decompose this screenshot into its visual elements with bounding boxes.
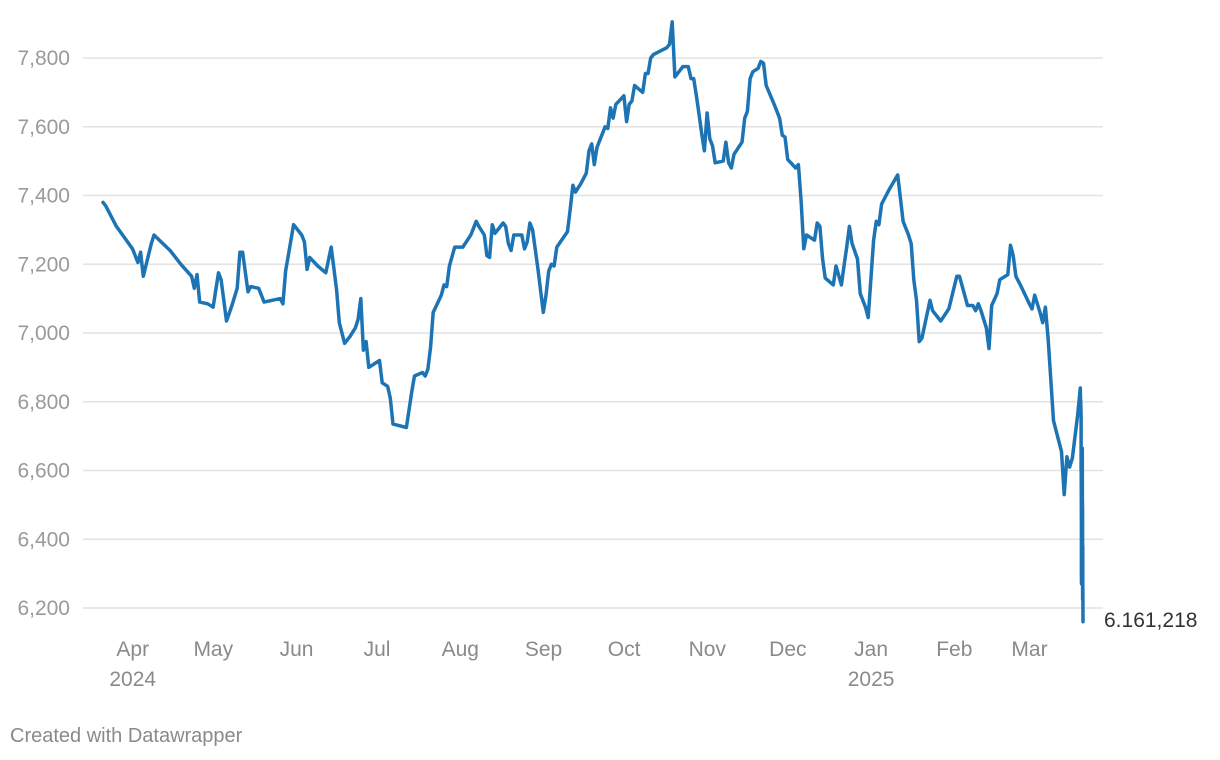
x-axis-ticks: Apr 2024 May Jun Jul Aug Sep Oct Nov Dec Jan 2025 Fe…	[109, 638, 1047, 691]
series-layer	[101, 20, 1085, 624]
x-tick-label: Apr	[116, 638, 149, 661]
x-tick-label: Sep	[525, 638, 562, 661]
series-line	[101, 20, 1085, 624]
y-tick-label: 7,400	[17, 185, 70, 208]
y-tick-label: 7,200	[17, 253, 70, 276]
x-tick-year-label: 2024	[109, 668, 156, 691]
x-tick-label: May	[193, 638, 233, 661]
y-tick-label: 6,800	[17, 391, 70, 414]
x-tick-label: Dec	[769, 638, 806, 661]
end-label-layer: 6.161,218	[1104, 609, 1197, 632]
x-tick-label: Oct	[608, 638, 641, 661]
x-tick-label: Jun	[280, 638, 314, 661]
x-tick-label: Aug	[442, 638, 479, 661]
y-tick-label: 6,400	[17, 528, 70, 551]
y-tick-label: 6,600	[17, 460, 70, 483]
chart-credit: Created with Datawrapper	[10, 725, 243, 747]
x-tick-label: Jul	[364, 638, 391, 661]
gridlines	[83, 57, 1103, 609]
y-tick-label: 7,000	[17, 322, 70, 345]
x-tick-label: Feb	[936, 638, 972, 661]
x-tick-label: Mar	[1011, 638, 1047, 661]
x-tick-label: Jan	[854, 638, 888, 661]
x-tick-label: Nov	[689, 638, 727, 661]
end-value-label: 6.161,218	[1104, 609, 1197, 632]
y-tick-label: 6,200	[17, 597, 70, 620]
y-tick-label: 7,800	[17, 47, 70, 70]
y-tick-label: 7,600	[17, 116, 70, 139]
y-axis-ticks: 6,200 6,400 6,600 6,800 7,000 7,200 7,400 7,600…	[17, 47, 70, 620]
x-tick-year-label: 2025	[848, 668, 895, 691]
